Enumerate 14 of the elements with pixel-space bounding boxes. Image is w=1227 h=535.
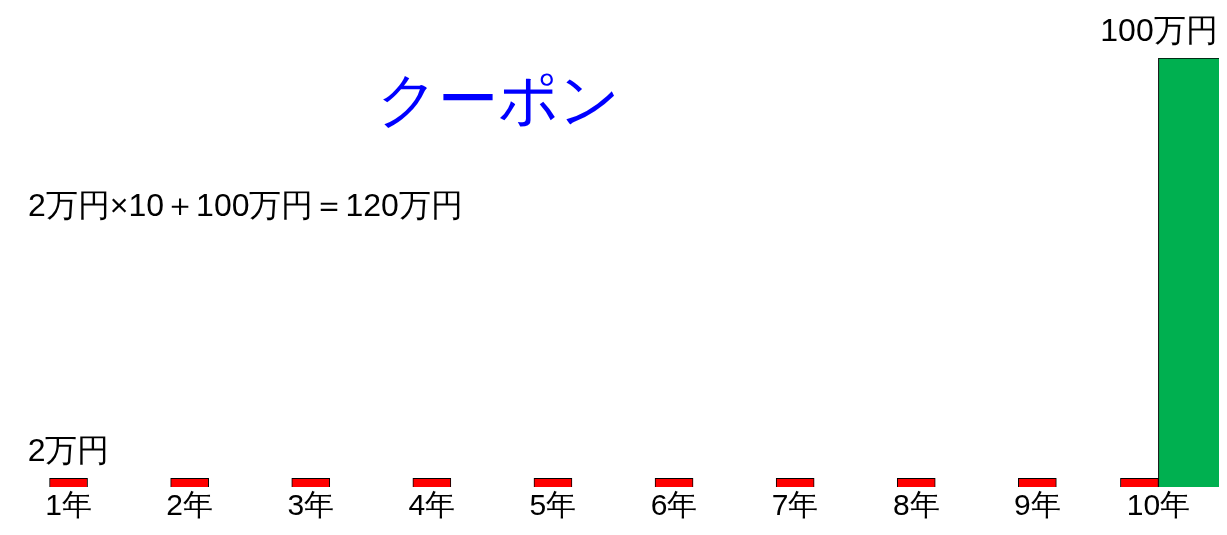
- data-label: 100万円: [1100, 11, 1218, 48]
- x-tick-label: 9年: [1014, 488, 1061, 522]
- x-tick-label: 5年: [529, 488, 577, 522]
- chart-title: クーポン: [376, 65, 620, 133]
- x-tick-label: 2年: [166, 488, 213, 522]
- data-label: 2万円: [27, 432, 110, 469]
- x-tick-label: 1年: [45, 488, 92, 522]
- x-tick-label: 6年: [650, 488, 698, 522]
- x-tick-label: 8年: [892, 488, 940, 522]
- annotation: 2万円×10＋100万円＝120万円: [28, 186, 463, 223]
- x-tick-label: 3年: [287, 488, 335, 522]
- x-tick-label: 7年: [771, 488, 819, 522]
- x-tick-label: 10年: [1126, 488, 1191, 522]
- x-tick-label: 4年: [408, 488, 456, 522]
